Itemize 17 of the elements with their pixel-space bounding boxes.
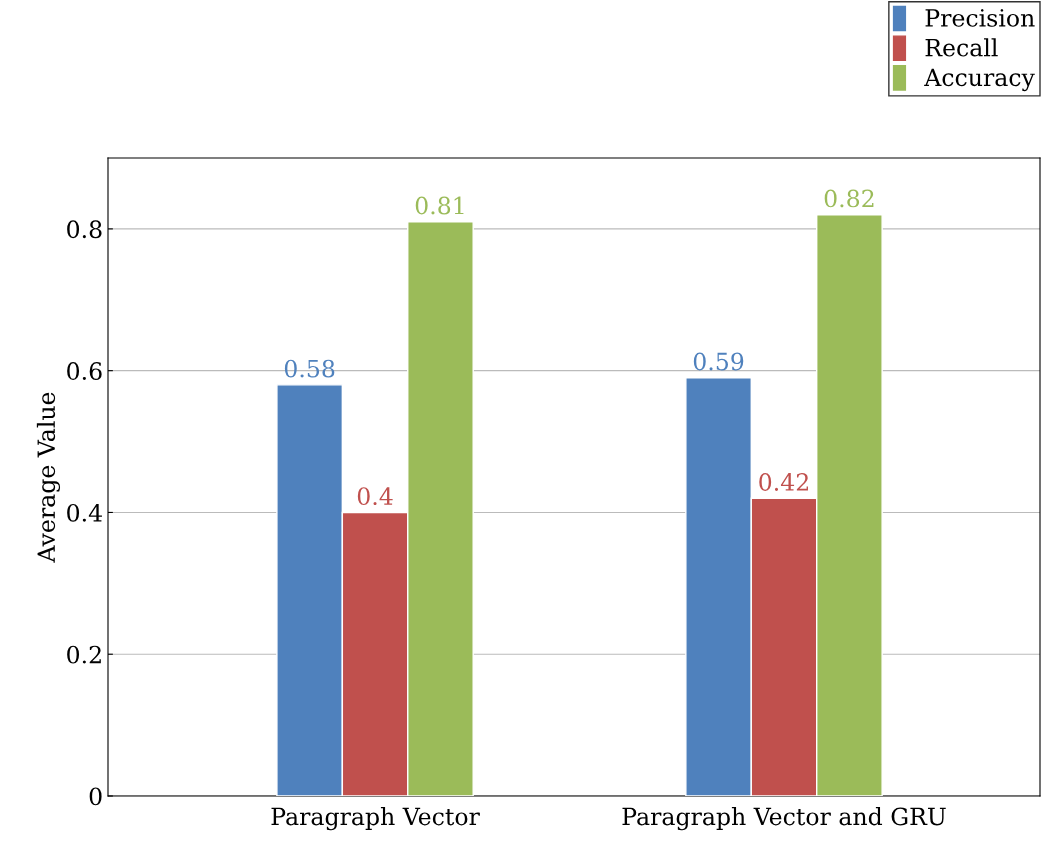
x-tick-label: Paragraph Vector: [271, 807, 480, 831]
legend-label: Recall: [925, 38, 998, 57]
data-label: 0.42: [759, 473, 808, 491]
legend-label: Precision: [925, 9, 1035, 27]
legend-label: Accuracy: [924, 68, 1035, 92]
data-label: 0.4: [357, 487, 393, 506]
data-label: 0.59: [693, 352, 744, 371]
y-axis-title: Average Value: [36, 392, 61, 563]
y-tick-label: 0.8: [67, 220, 102, 239]
y-tick-label: 0.2: [67, 645, 101, 664]
data-label: 0.81: [415, 196, 464, 215]
data-label: 0.82: [824, 189, 874, 208]
y-tick-label: 0.4: [67, 503, 102, 522]
y-tick-label: 0.6: [67, 362, 102, 380]
x-tick-label: Paragraph Vector and GRU: [622, 807, 946, 831]
y-tick-label: 0: [89, 787, 102, 806]
data-label: 0.58: [284, 359, 335, 378]
